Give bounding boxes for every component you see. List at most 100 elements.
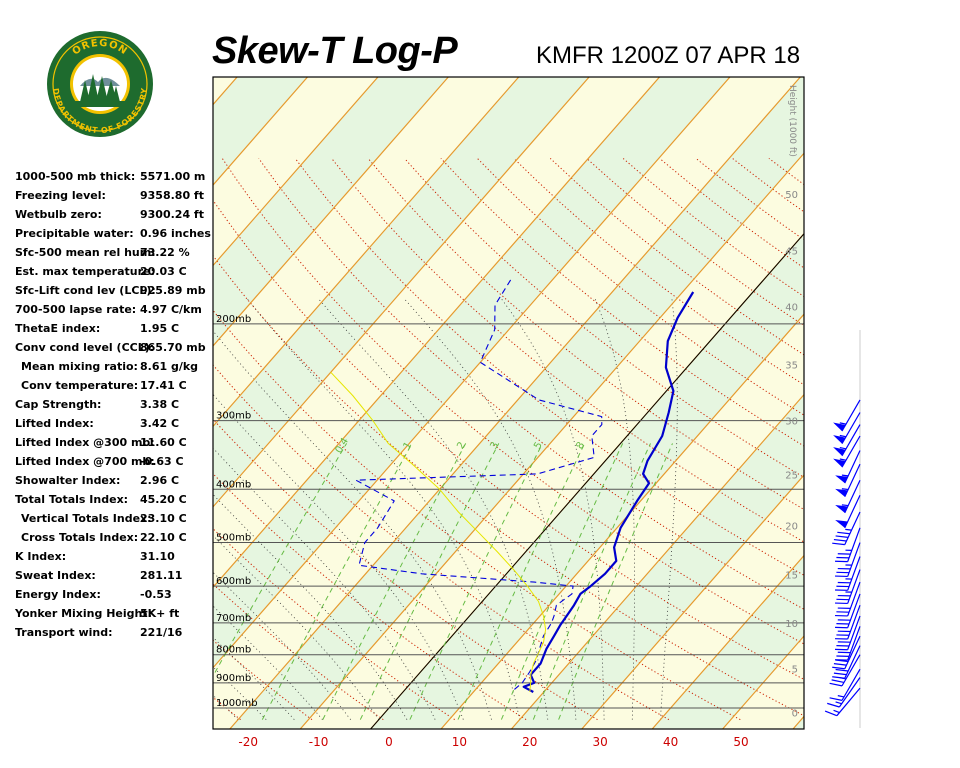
index-row: Wetbulb zero: 9300.24 ft xyxy=(15,206,215,225)
wind-full-barb xyxy=(836,623,850,625)
wind-full-barb xyxy=(835,589,848,591)
wind-half-barb xyxy=(839,446,847,450)
index-value: 4.97 C/km xyxy=(140,303,202,316)
isotherm xyxy=(510,393,804,729)
wind-half-barb xyxy=(833,709,840,714)
wind-flag xyxy=(833,458,846,468)
index-row: Lifted Index: 3.42 C xyxy=(15,415,215,434)
wind-barb xyxy=(827,677,861,708)
wind-full-barb xyxy=(829,682,843,687)
index-value: 8.61 g/kg xyxy=(140,360,199,373)
index-label: Sfc-500 mean rel hum: xyxy=(15,246,156,259)
wind-full-barb xyxy=(837,607,851,610)
wind-flag xyxy=(835,520,848,528)
pressure-label: 200mb xyxy=(216,314,251,325)
index-row: Vertical Totals Index: 23.10 C xyxy=(15,510,215,529)
wind-barb xyxy=(835,527,861,563)
oregon-forestry-logo: OREGON DEPARTMENT OF FORESTRY xyxy=(47,31,153,137)
mixing-ratio-line xyxy=(261,443,413,720)
dry-adiabat xyxy=(331,158,804,543)
wind-barb xyxy=(835,615,861,651)
index-value: 9300.24 ft xyxy=(140,208,204,221)
wind-full-barb xyxy=(837,641,851,643)
isotherm xyxy=(581,474,804,729)
wind-full-barb xyxy=(837,630,851,633)
wind-barb xyxy=(833,424,861,457)
index-row: Conv cond level (CCL): 865.70 mb xyxy=(15,339,215,358)
index-value: 5K+ ft xyxy=(140,607,180,620)
wind-barb xyxy=(835,593,861,629)
wind-half-barb xyxy=(845,564,852,566)
wind-barb xyxy=(835,604,861,640)
wind-half-barb xyxy=(845,591,852,593)
dry-adiabat xyxy=(213,199,804,680)
wind-barb xyxy=(833,412,861,444)
wind-full-barb xyxy=(837,651,851,654)
temperature-tick-label: -10 xyxy=(309,735,329,749)
index-row: Yonker Mixing Height: 5K+ ft xyxy=(15,605,215,624)
index-row: Showalter Index: 2.96 C xyxy=(15,472,215,491)
index-row: Lifted Index @700 mb: -0.63 C xyxy=(15,453,215,472)
dry-adiabat xyxy=(213,527,455,721)
isotherm xyxy=(792,715,804,729)
stability-indices-panel: 1000-500 mb thick: 5571.00 m Freezing leve… xyxy=(15,168,215,643)
wind-full-barb xyxy=(837,567,851,570)
index-value: 925.89 mb xyxy=(140,284,206,297)
mixing-ratio-line xyxy=(359,443,500,720)
temperature-tick-label: 10 xyxy=(452,735,467,749)
wind-full-barb xyxy=(835,626,848,629)
wind-half-barb xyxy=(841,504,849,507)
isotherm-band xyxy=(863,77,960,729)
height-tick-label: 5 xyxy=(792,664,798,675)
index-value: 281.11 xyxy=(140,569,183,582)
wind-full-barb xyxy=(836,634,850,636)
index-value: 0.96 inches xyxy=(140,227,211,240)
wind-full-barb xyxy=(832,676,845,679)
wind-half-barb xyxy=(837,695,845,698)
height-axis-title: Height (1000 ft) xyxy=(787,85,797,157)
wind-full-barb xyxy=(835,560,848,563)
index-label: Vertical Totals Index: xyxy=(21,512,152,525)
wind-full-barb xyxy=(836,571,850,574)
wind-flag xyxy=(833,422,846,432)
index-row: Lifted Index @300 mb: 11.60 C xyxy=(15,434,215,453)
isotherm xyxy=(213,77,520,428)
index-row: Sfc-500 mean rel hum: 73.22 % xyxy=(15,244,215,263)
wind-barb xyxy=(835,542,861,578)
wind-half-barb xyxy=(845,528,852,531)
height-tick-label: 45 xyxy=(785,246,798,257)
wind-full-barb xyxy=(837,553,851,555)
wind-full-barb xyxy=(836,655,850,657)
wind-half-barb xyxy=(839,422,847,425)
index-row: Conv temperature: 17.41 C xyxy=(15,377,215,396)
wind-full-barb xyxy=(833,538,847,542)
wind-barb xyxy=(835,494,861,529)
index-value: 2.96 C xyxy=(140,474,180,487)
wind-full-barb xyxy=(833,672,847,676)
wind-barbs xyxy=(824,399,861,717)
index-label: Lifted Index: xyxy=(15,417,94,430)
pressure-label: 300mb xyxy=(216,411,251,422)
wind-full-barb xyxy=(837,619,851,621)
pressure-label: 1000mb xyxy=(216,698,258,709)
wind-barb xyxy=(832,645,861,679)
index-row: 700-500 lapse rate: 4.97 C/km xyxy=(15,301,215,320)
index-label: Yonker Mixing Height: xyxy=(15,607,152,620)
height-tick-label: 50 xyxy=(785,190,798,201)
mixing-ratio-label: 8 xyxy=(574,440,587,451)
index-value: 45.20 C xyxy=(140,493,187,506)
wind-flag xyxy=(835,505,848,513)
isotherm xyxy=(440,313,804,729)
isotherm-band xyxy=(934,77,960,729)
isotherm xyxy=(213,77,590,508)
pressure-label: 900mb xyxy=(216,673,251,684)
dry-adiabat xyxy=(213,254,804,717)
wind-barb xyxy=(835,450,861,484)
wind-flag xyxy=(835,488,848,497)
wind-barb xyxy=(824,687,861,717)
isotherm xyxy=(213,77,731,669)
mixing-ratio-line xyxy=(457,443,586,720)
index-value: -0.53 xyxy=(140,588,172,601)
wind-full-barb xyxy=(824,710,838,717)
